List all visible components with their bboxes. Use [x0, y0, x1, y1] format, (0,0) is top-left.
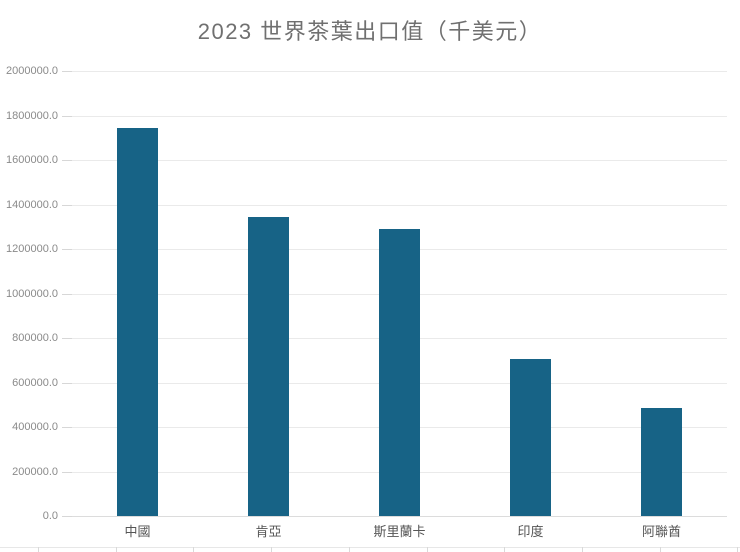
- cell-border-tick: [582, 547, 583, 552]
- y-axis-tick-label: 600000.0: [12, 376, 58, 389]
- chart-title: 2023 世界茶葉出口值（千美元）: [197, 19, 543, 44]
- x-axis-category-label: 斯里蘭卡: [373, 524, 426, 539]
- cell-border-tick: [737, 547, 738, 552]
- y-axis-tick-label: 0.0: [42, 510, 58, 522]
- gridline: [72, 71, 727, 72]
- bar-series-2: [248, 216, 289, 516]
- y-axis-tick-label: 1000000.0: [6, 287, 58, 300]
- cell-border-tick: [504, 547, 505, 552]
- cell-border-tick: [271, 547, 272, 552]
- x-axis-category-label: 阿聯酋: [641, 524, 681, 539]
- cell-border-tick: [349, 547, 350, 552]
- y-axis-tick-label: 2000000.0: [6, 65, 58, 77]
- gridline: [72, 516, 727, 517]
- y-axis-tick-mark: [62, 204, 72, 206]
- y-axis-tick-mark: [62, 249, 72, 250]
- y-axis-tick-label: 400000.0: [12, 421, 58, 433]
- cell-border-tick: [38, 547, 39, 552]
- bar-series-1: [117, 127, 158, 516]
- cell-border-tick: [116, 547, 117, 552]
- y-axis-tick-mark: [62, 160, 72, 161]
- bar-series-3: [379, 228, 420, 516]
- y-axis-tick-mark: [62, 471, 72, 473]
- y-axis-tick-mark: [62, 293, 72, 295]
- y-axis-tick-label: 1400000.0: [6, 198, 58, 211]
- cell-border-tick: [427, 547, 428, 552]
- gridline: [72, 115, 727, 117]
- bar-series-4: [510, 359, 551, 516]
- x-axis-category-label: 肯亞: [255, 524, 282, 539]
- x-axis-category-label: 印度: [517, 524, 544, 539]
- y-axis-tick-label: 1200000.0: [6, 243, 58, 255]
- y-axis-tick-label: 1600000.0: [6, 154, 58, 166]
- gridline: [72, 160, 727, 161]
- y-axis-tick-mark: [62, 382, 72, 384]
- x-axis-category-label: 中國: [124, 524, 151, 539]
- y-axis-tick-label: 200000.0: [12, 465, 58, 478]
- y-axis-tick-label: 1800000.0: [6, 109, 58, 122]
- y-axis-tick-mark: [62, 516, 72, 517]
- spreadsheet-bottom-edge: [0, 547, 740, 548]
- y-axis-tick-mark: [62, 427, 72, 428]
- y-axis-tick-label: 800000.0: [12, 332, 58, 344]
- y-axis-tick-mark: [62, 71, 72, 72]
- bar-series-5: [641, 408, 682, 516]
- cell-border-tick: [193, 547, 194, 552]
- y-axis-tick-mark: [62, 338, 72, 339]
- gridline: [72, 204, 727, 206]
- cell-border-tick: [660, 547, 661, 552]
- y-axis-tick-mark: [62, 115, 72, 117]
